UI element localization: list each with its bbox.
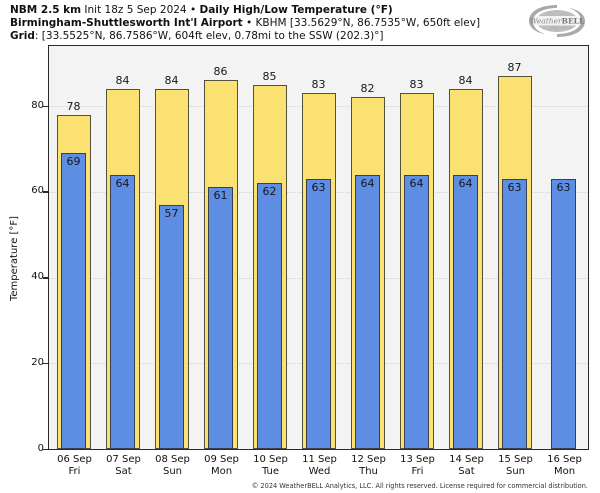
bar-low [404,174,429,449]
low-value-label: 63 [507,180,522,194]
bar-low [306,178,331,449]
x-tick-day: Sun [505,466,526,477]
bar-low [355,174,380,449]
logo-text-weather: Weather [530,17,562,26]
product-title: Daily High/Low Temperature (°F) [199,4,393,16]
x-tick-date: 11 Sep [302,454,337,465]
high-value-label: 84 [458,73,473,87]
x-tick-date: 10 Sep [253,454,288,465]
x-tick-day: Wed [308,466,331,477]
x-tick-date: 14 Sep [449,454,484,465]
x-tick-date: 09 Sep [204,454,239,465]
bar-low [453,174,478,449]
low-value-label: 62 [262,185,277,199]
x-tick-day: Fri [68,466,81,477]
high-value-label: 86 [213,65,228,79]
y-tick-label: 20 [31,356,44,368]
grid-label: Grid [10,30,35,42]
high-value-label: 84 [115,73,130,87]
x-tick-date: 16 Sep [547,454,582,465]
x-tick-day: Mon [210,466,233,477]
chart-header: NBM 2.5 km Init 18z 5 Sep 2024 • Daily H… [10,4,480,43]
bar-low [551,178,576,449]
high-value-label: 78 [66,99,81,113]
x-tick-day: Thu [359,466,378,477]
station-details: • KBHM [33.5629°N, 86.7535°W, 650ft elev… [242,17,481,29]
bar-low [257,183,282,449]
x-tick-day: Sat [115,466,132,477]
plot-area: 0 20 40 60 80 78 69 84 64 84 57 86 61 85 62 83 63 82 64 83 6… [31,46,588,454]
x-tick-date: 06 Sep [57,454,92,465]
bar-low [208,187,233,449]
bar-low [110,174,135,449]
high-value-label: 83 [311,78,326,92]
weatherbell-logo-icon: WeatherBELL [529,5,585,37]
logo-text-bell: BELL [562,17,585,26]
low-value-label: 64 [458,176,473,190]
x-tick-date: 07 Sep [106,454,141,465]
x-tick-date: 15 Sep [498,454,533,465]
header-line-3: Grid: [33.5525°N, 86.7586°W, 604ft elev,… [10,30,480,43]
x-tick-day: Sat [458,466,475,477]
y-tick-mark [43,277,48,279]
header-line-2: Birmingham-Shuttlesworth Int'l Airport •… [10,17,480,30]
low-value-label: 61 [213,189,228,203]
low-value-label: 63 [556,180,571,194]
bar-low [502,178,527,449]
y-tick-label: 60 [31,185,44,197]
x-tick-day: Fri [411,466,424,477]
y-tick-label: 0 [37,442,44,454]
x-axis-labels: 06 Sep Fri 07 Sep Sat 08 Sep Sun 09 Sep Mon 10 S… [50,452,588,482]
svg-text:WeatherBELL: WeatherBELL [530,17,585,26]
low-value-label: 63 [311,180,326,194]
chart-frame: 0 20 40 60 80 78 69 84 64 84 57 86 61 85 62 83 63 82 64 83 6… [31,45,589,454]
model-name: NBM 2.5 km [10,4,82,16]
header-line-1: NBM 2.5 km Init 18z 5 Sep 2024 • Daily H… [10,4,480,17]
y-tick-mark [43,191,48,193]
y-tick-label: 40 [31,271,44,282]
y-tick-label: 80 [31,99,44,111]
low-value-label: 57 [164,206,179,220]
high-value-label: 87 [507,61,522,74]
low-value-label: 64 [115,176,130,190]
x-tick-day: Tue [261,466,280,477]
high-value-label: 82 [360,82,375,96]
y-axis-title: Temperature [°F] [9,215,20,301]
x-tick-date: 12 Sep [351,454,386,465]
high-value-label: 84 [164,73,179,87]
copyright-notice: © 2024 WeatherBELL Analytics, LLC. All r… [251,482,588,490]
y-tick-mark [43,362,48,365]
bar-low [159,204,184,449]
grid-details: : [33.5525°N, 86.7586°W, 604ft elev, 0.7… [34,30,384,42]
y-tick-mark [43,105,48,108]
x-tick-day: Mon [553,466,576,477]
low-value-label: 69 [66,155,81,169]
low-value-label: 64 [360,176,375,190]
station-name: Birmingham-Shuttlesworth Int'l Airport [10,17,243,29]
x-tick-day: Sun [162,466,183,477]
low-value-label: 64 [409,176,424,190]
high-value-label: 83 [409,78,424,92]
x-tick-date: 13 Sep [400,454,435,465]
bar-low [61,153,86,449]
y-tick-mark [43,448,48,450]
high-value-label: 85 [262,69,277,83]
x-tick-date: 08 Sep [155,454,190,465]
init-time: Init 18z 5 Sep 2024 • [81,4,200,16]
